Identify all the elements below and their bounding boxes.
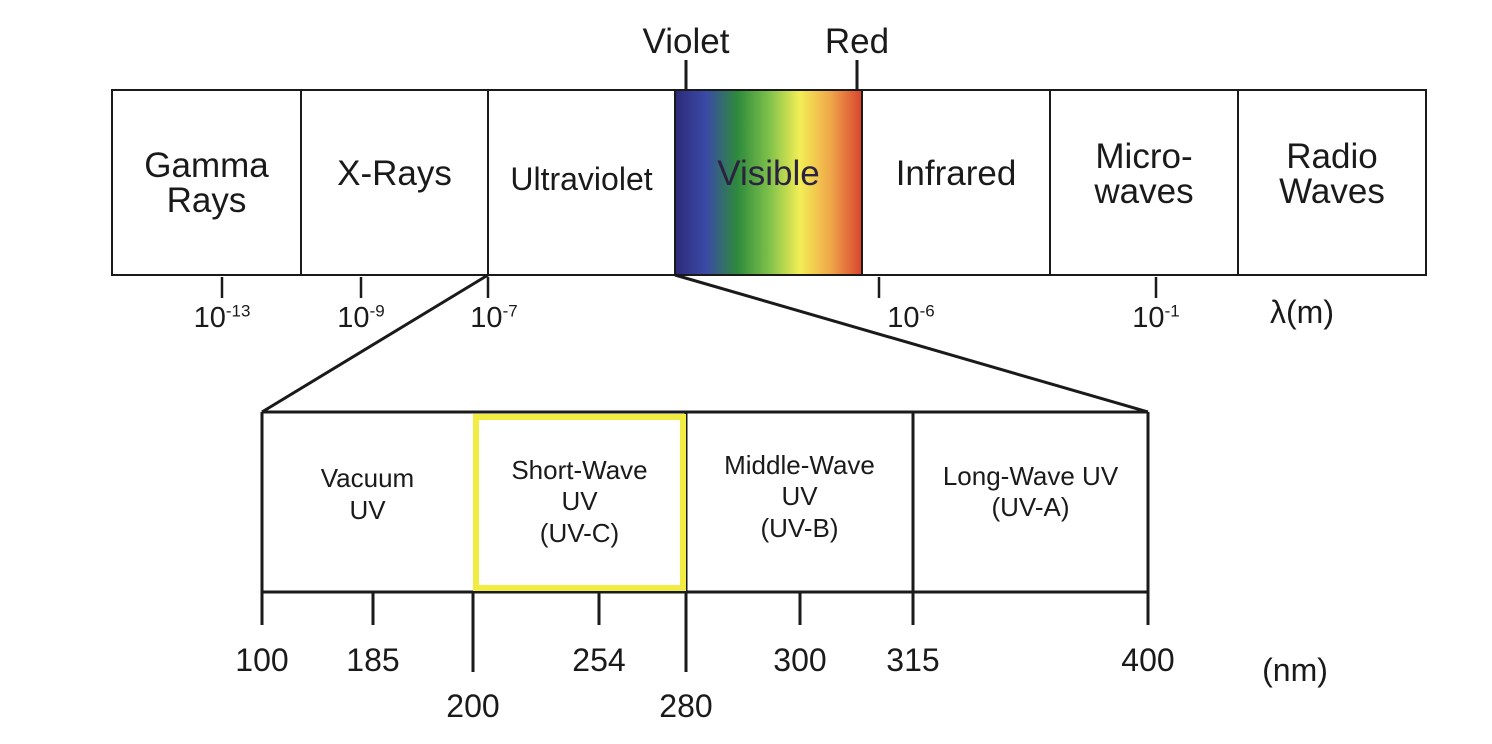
tick-label-1e-9-text: 10-9: [337, 300, 385, 334]
band-radio-line1: Radio: [1286, 136, 1378, 176]
uv-band-vacuum: Vacuum UV: [262, 412, 473, 577]
uv-middle-line2: UV: [781, 481, 818, 512]
band-microwaves-line2: waves: [1094, 171, 1194, 211]
nm-label-300: 300: [773, 642, 827, 678]
tick-label-1e-1: 10-1: [1111, 300, 1201, 336]
tick-label-1e-6-text: 10-6: [887, 300, 935, 334]
tick-label-1e-7: 10-7: [449, 300, 539, 336]
uv-long-line1: Long-Wave UV: [942, 460, 1119, 491]
nm-unit-label: (nm): [1262, 652, 1328, 688]
uvc-highlight-box: [473, 414, 686, 591]
nm-label-400: 400: [1121, 642, 1175, 678]
band-x-rays-label: X-Rays: [337, 154, 452, 193]
tick-label-1e-13-text: 10-13: [193, 300, 251, 334]
uv-short-line3: (UV-C): [539, 517, 620, 548]
band-gamma-rays: Gamma Rays: [112, 90, 301, 275]
band-ultraviolet-label: Ultraviolet: [510, 160, 653, 197]
band-infrared: Infrared: [862, 90, 1050, 257]
nm-label-280: 280: [659, 688, 713, 724]
uv-long-line2: (UV-A): [991, 492, 1070, 522]
band-ultraviolet: Ultraviolet: [488, 90, 675, 267]
uv-vacuum-line1: Vacuum: [320, 463, 415, 494]
band-microwaves-line1: Micro-: [1095, 136, 1193, 176]
band-radio-waves: Radio Waves: [1238, 90, 1426, 257]
band-infrared-label: Infrared: [895, 154, 1017, 193]
nm-label-100: 100: [235, 642, 289, 678]
uv-short-line2: UV: [561, 486, 598, 517]
uv-band-short-wave: Short-Wave UV (UV-C): [473, 412, 686, 592]
tick-label-1e-1-text: 10-1: [1132, 300, 1180, 334]
uv-middle-line3: (UV-B): [760, 512, 839, 543]
band-visible: Visible: [675, 90, 862, 257]
spectrum-ticks: [220, 277, 1158, 298]
tick-label-1e-9: 10-9: [316, 300, 406, 336]
band-visible-label: Visible: [717, 154, 820, 193]
uv-band-middle-wave: Middle-Wave UV (UV-B): [686, 412, 913, 582]
uv-middle-line1: Middle-Wave: [724, 450, 875, 481]
nm-label-200: 200: [446, 688, 500, 724]
uv-short-line1: Short-Wave: [511, 455, 648, 486]
nm-label-315: 315: [886, 642, 940, 678]
spectrum-box: [111, 89, 1427, 276]
uv-vacuum-line2: UV: [349, 494, 386, 525]
nm-label-185: 185: [346, 642, 400, 678]
band-microwaves: Micro- waves: [1050, 90, 1238, 257]
red-label: Red: [824, 21, 890, 61]
nm-label-254: 254: [572, 642, 626, 678]
wavelength-unit-label: λ(m): [1270, 294, 1334, 330]
band-gamma-line2: Rays: [166, 180, 247, 220]
uv-band-long-wave: Long-Wave UV (UV-A): [913, 412, 1148, 572]
zoom-lines: [261, 273, 1149, 414]
visible-gradient-band: [675, 90, 862, 275]
band-radio-line2: Waves: [1279, 171, 1385, 211]
nm-ticks: [260, 592, 1150, 672]
violet-label: Violet: [642, 21, 730, 61]
tick-label-1e-7-text: 10-7: [470, 300, 518, 334]
band-x-rays: X-Rays: [301, 90, 488, 257]
tick-label-1e-13: 10-13: [177, 300, 267, 336]
band-gamma-line1: Gamma: [144, 145, 269, 185]
tick-label-1e-6: 10-6: [866, 300, 956, 336]
spectrum-dividers: [300, 90, 1239, 275]
